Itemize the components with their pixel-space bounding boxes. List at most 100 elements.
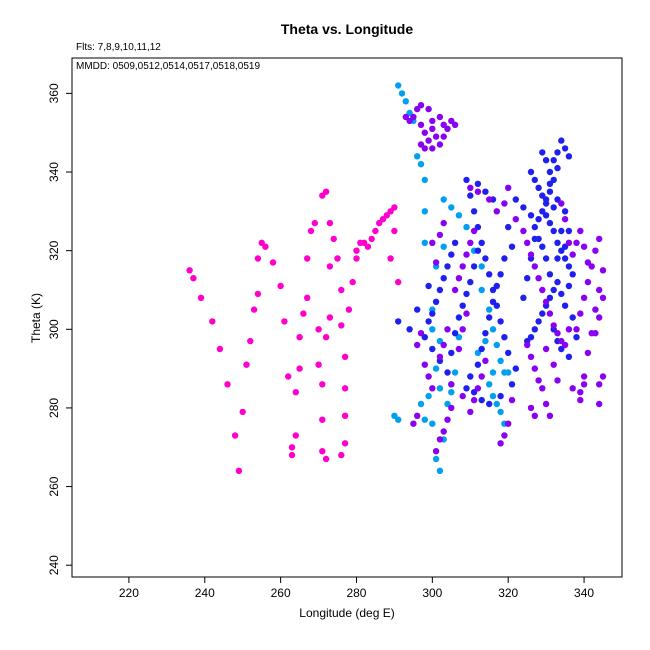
data-point [531,176,538,184]
data-point [489,326,497,333]
x-tick-label: 240 [195,586,215,600]
data-point [474,188,482,195]
data-point [467,408,474,416]
data-point [467,373,474,380]
data-point [478,396,485,404]
data-point [463,176,470,184]
data-point [421,416,428,423]
data-point [345,306,353,313]
x-tick-label: 320 [498,586,518,600]
data-point [406,326,413,333]
data-point [539,310,546,317]
data-point [527,404,535,412]
data-point [561,145,569,152]
data-point [508,381,516,388]
data-point [512,216,519,223]
data-point [584,259,592,266]
data-point [448,389,455,396]
data-point [421,129,428,136]
data-point [338,286,345,294]
data-point [448,381,455,388]
data-point [372,227,379,235]
data-point [326,219,334,227]
data-point [216,345,224,353]
data-point [512,365,519,372]
data-point [436,353,444,360]
data-point [596,400,603,408]
data-point [467,278,474,286]
data-point [463,385,470,392]
data-point [497,357,504,364]
data-point [451,330,459,337]
data-point [561,255,569,262]
x-tick-label: 300 [422,586,442,600]
data-point [319,192,326,199]
data-point [527,168,535,176]
data-point [550,157,557,164]
data-point [311,219,318,227]
data-point [584,349,592,357]
data-point [573,326,580,333]
data-point [508,243,516,250]
data-points [186,82,607,474]
data-point [444,263,451,270]
data-point [319,448,326,455]
data-point [368,235,375,243]
data-point [387,255,394,262]
data-point [546,294,554,301]
data-point [596,381,603,388]
data-point [501,334,508,341]
data-point [436,467,444,474]
data-point [391,227,398,235]
data-point [561,341,569,349]
data-point [425,137,432,144]
data-point [558,247,565,254]
data-point [432,259,440,266]
data-point [459,392,466,400]
data-point [527,353,535,360]
x-tick-label: 340 [574,586,594,600]
data-point [592,306,599,313]
data-point [505,223,512,231]
data-point [349,278,356,286]
data-point [247,337,254,345]
data-point [243,361,250,368]
data-point [322,334,330,341]
data-point [531,263,538,270]
data-point [486,400,493,408]
data-point [448,404,455,412]
data-point [565,326,573,333]
data-point [508,396,516,404]
data-point [546,412,554,419]
data-point [288,451,296,459]
data-point [235,467,243,474]
data-point [395,278,402,286]
data-point [353,255,360,262]
data-point [554,377,561,384]
data-point [535,318,542,325]
data-point [489,369,497,376]
data-point [580,373,588,380]
data-point [429,420,436,427]
data-point [209,318,216,325]
data-point [425,282,432,290]
data-point [493,400,500,408]
data-point [474,247,482,254]
data-point [478,239,485,246]
data-point [455,314,463,321]
data-point [474,385,482,392]
y-tick-label: 320 [47,240,61,260]
data-point [565,153,573,160]
data-point [421,176,428,184]
data-point [436,286,444,294]
data-point [546,310,554,317]
data-point [455,334,463,341]
data-point [451,369,459,376]
data-point [493,208,500,215]
data-point [580,381,588,388]
data-point [455,345,463,353]
data-point [364,243,372,250]
data-point [539,243,546,250]
data-point [451,239,459,246]
